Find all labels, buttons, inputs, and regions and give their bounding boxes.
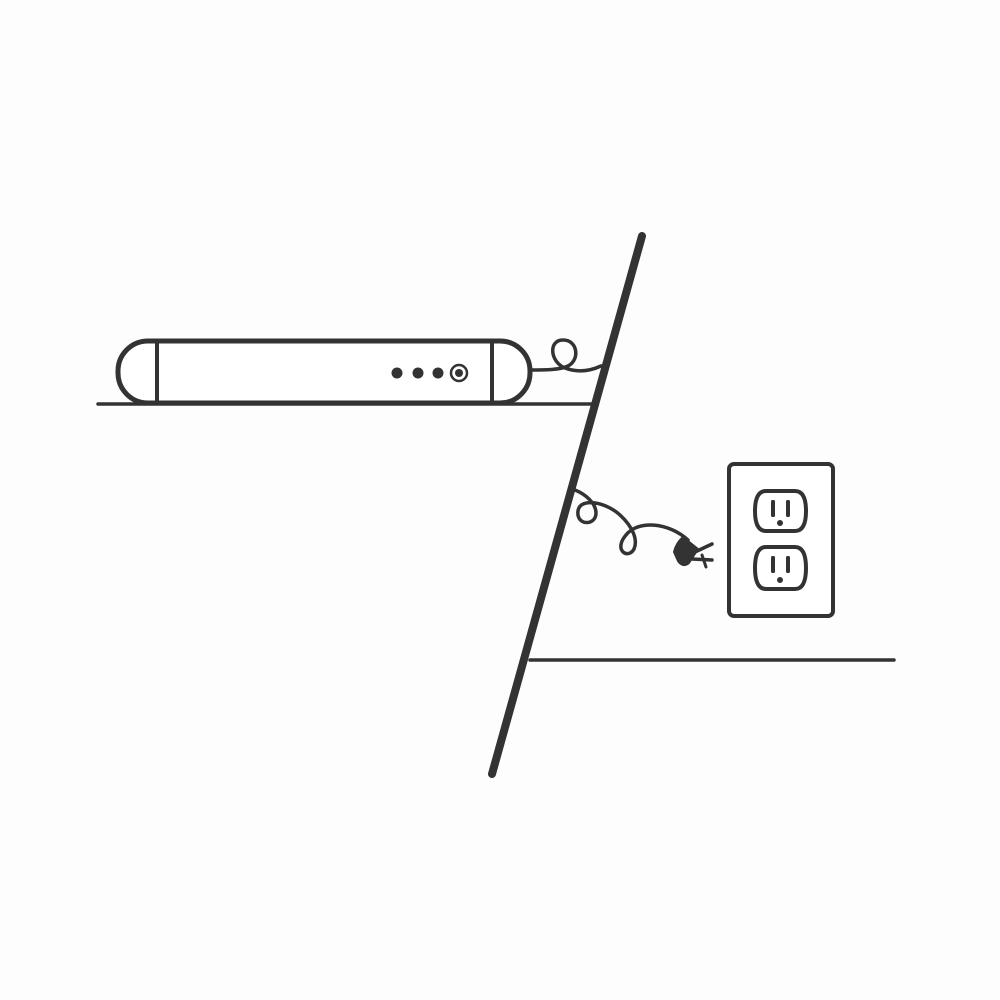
wall-divider-line: [488, 232, 646, 778]
coiled-cable-upper: [528, 338, 603, 373]
wall-outlet-icon: [727, 462, 835, 618]
power-plug-icon: [673, 536, 714, 569]
coiled-cable-lower: [573, 488, 690, 556]
outlet-socket-bottom: [753, 545, 808, 591]
indicator-lights: [391, 367, 444, 379]
power-button-icon: [449, 363, 469, 383]
soundbar-device: [115, 338, 533, 406]
outlet-socket-top: [753, 489, 808, 533]
